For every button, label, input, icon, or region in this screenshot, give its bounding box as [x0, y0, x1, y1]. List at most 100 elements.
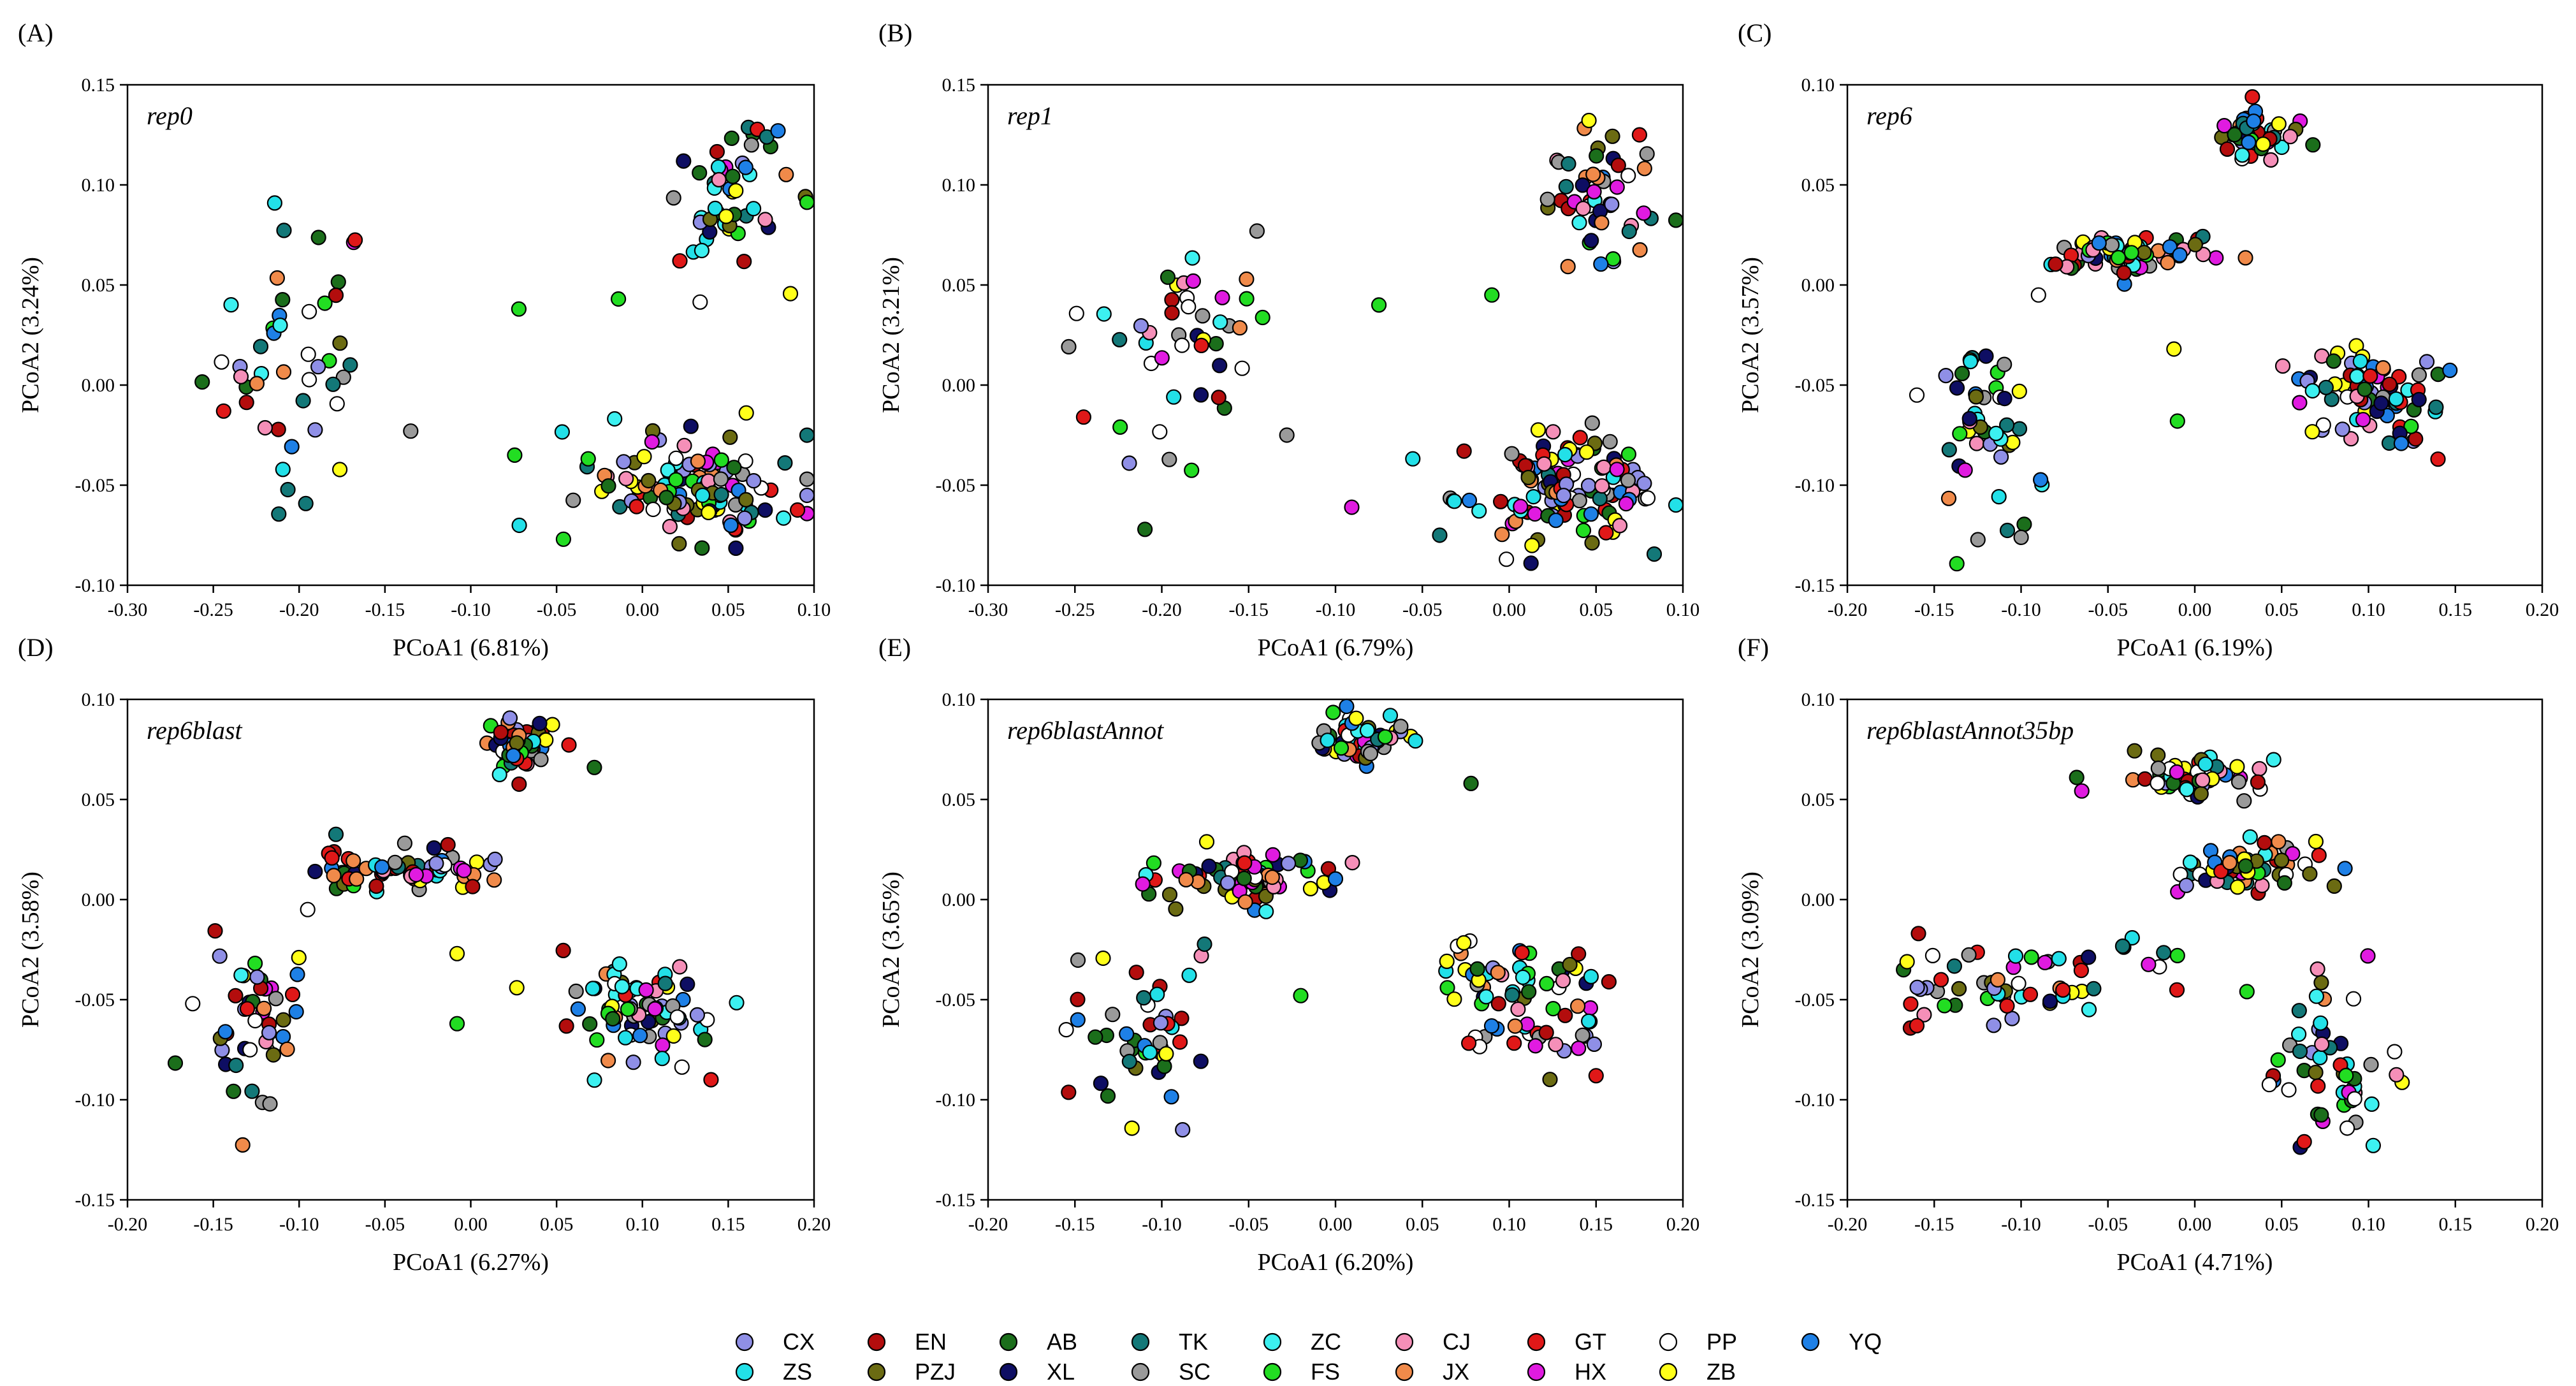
- data-point-SC: [1639, 146, 1655, 162]
- data-point-FS: [580, 451, 596, 467]
- data-point-CJ: [1344, 854, 1360, 871]
- data-point-GT: [284, 986, 301, 1003]
- data-point-FS: [2239, 984, 2255, 1000]
- data-point-ZC: [223, 297, 239, 313]
- data-point-AB: [600, 478, 616, 494]
- data-point-ZC: [1988, 425, 2004, 442]
- data-point-SC: [1602, 434, 1618, 449]
- data-point-XL: [2081, 949, 2097, 965]
- data-point-ZC: [272, 317, 288, 333]
- data-point-GT: [1572, 430, 1588, 446]
- data-point-AB: [1088, 1029, 1103, 1045]
- legend-label-YQ: YQ: [1849, 1329, 1882, 1355]
- data-point-SC: [268, 991, 284, 1007]
- data-point-PZJ: [509, 735, 525, 751]
- x-tick-label: -0.20: [279, 599, 319, 620]
- data-point-CJ: [757, 212, 773, 228]
- data-point-PP: [329, 396, 345, 412]
- legend-label-EN: EN: [915, 1329, 947, 1355]
- data-point-ZS: [511, 517, 527, 534]
- data-point-AB: [605, 1010, 621, 1027]
- data-point-SC: [1249, 223, 1265, 239]
- data-point-ZB: [1524, 537, 1540, 553]
- legend-label-ZB: ZB: [1706, 1359, 1736, 1385]
- data-point-YQ: [2033, 472, 2049, 488]
- data-point-PZJ: [2313, 975, 2329, 991]
- data-point-GT: [703, 1072, 719, 1088]
- data-point-HX: [1957, 462, 1973, 478]
- panel-title: rep0: [147, 101, 193, 130]
- data-point-XL: [2042, 993, 2058, 1009]
- data-point-GT: [1999, 998, 2015, 1014]
- data-point-PP: [1181, 299, 1197, 315]
- data-point-HX: [1609, 462, 1625, 478]
- panel-label: (C): [1738, 18, 1772, 47]
- data-point-SC: [1970, 532, 1986, 548]
- data-point-GT: [1506, 1035, 1522, 1051]
- data-point-FS: [668, 472, 684, 488]
- data-point-AB: [1208, 335, 1224, 352]
- data-point-TK: [2011, 421, 2028, 437]
- data-point-EN: [465, 879, 481, 894]
- data-point-ZS: [275, 462, 291, 478]
- data-point-PP: [2347, 1091, 2362, 1107]
- y-tick-label: 0.00: [942, 375, 976, 396]
- data-point-AB: [1100, 1088, 1116, 1104]
- data-point-ZB: [1899, 954, 1915, 970]
- data-point-ZC: [2081, 1002, 2097, 1018]
- y-tick-label: -0.15: [1795, 1190, 1835, 1211]
- data-point-ZS: [707, 200, 724, 216]
- data-point-FS: [713, 452, 729, 468]
- y-tick-label: 0.05: [1801, 175, 1835, 196]
- y-axis-label: PCoA2 (3.58%): [17, 872, 44, 1028]
- x-tick-label: -0.10: [2001, 1214, 2041, 1235]
- y-tick-label: 0.10: [942, 689, 976, 710]
- y-tick-label: 0.15: [82, 75, 115, 96]
- data-point-HX: [1527, 506, 1543, 522]
- data-point-ZC: [2179, 782, 2195, 798]
- panel-rep1: -0.30 -0.25 -0.20 -0.15 -0.10 -0.05 0.00 0.05 0.…: [878, 18, 1699, 661]
- data-point-FS: [555, 531, 572, 547]
- data-point-JX: [249, 376, 265, 391]
- y-tick-label: 0.00: [1801, 275, 1835, 296]
- data-point-YQ: [2337, 861, 2353, 877]
- data-point-YQ: [570, 1001, 586, 1017]
- x-axis-label: PCoA1 (6.20%): [1258, 1249, 1414, 1276]
- data-point-SC: [2104, 237, 2120, 253]
- data-point-HX: [644, 434, 660, 450]
- legend-label-HX: HX: [1575, 1359, 1606, 1385]
- y-tick-label: -0.05: [936, 989, 976, 1010]
- data-point-AB: [1137, 522, 1153, 537]
- data-point-ZB: [2166, 341, 2182, 357]
- panel-title: rep6blastAnnot35bp: [1867, 716, 2074, 745]
- data-point-ZS: [2051, 951, 2067, 967]
- data-point-SC: [2013, 529, 2029, 546]
- data-point-CJ: [2310, 961, 2325, 977]
- data-point-FS: [2169, 413, 2185, 429]
- data-point-PP: [242, 1042, 258, 1058]
- data-point-HX: [1344, 499, 1360, 515]
- data-point-HX: [1618, 495, 1634, 512]
- legend-label-PZJ: PZJ: [915, 1359, 956, 1385]
- x-tick-label: -0.10: [1316, 599, 1356, 620]
- x-tick-label: -0.15: [1229, 599, 1269, 620]
- data-point-ZB: [544, 717, 560, 733]
- data-point-EN: [1571, 946, 1587, 962]
- data-point-ZC: [1359, 722, 1376, 738]
- data-point-TK: [298, 495, 314, 511]
- data-point-JX: [1990, 972, 2005, 988]
- data-point-EN: [328, 288, 344, 303]
- data-point-ZC: [2365, 1137, 2381, 1153]
- plot-frame: [1846, 84, 2543, 587]
- data-point-JX: [1594, 215, 1610, 231]
- data-point-SC: [1279, 427, 1295, 443]
- data-point-PP: [1499, 551, 1515, 567]
- data-point-YQ: [289, 967, 305, 982]
- x-tick-label: -0.15: [1055, 1214, 1095, 1235]
- data-point-JX: [1494, 527, 1510, 543]
- data-point-ZS: [2388, 391, 2404, 407]
- data-point-EN: [511, 776, 527, 792]
- x-tick-label: -0.15: [365, 599, 405, 620]
- data-point-AB: [2069, 770, 2085, 785]
- y-tick-label: 0.15: [942, 75, 976, 96]
